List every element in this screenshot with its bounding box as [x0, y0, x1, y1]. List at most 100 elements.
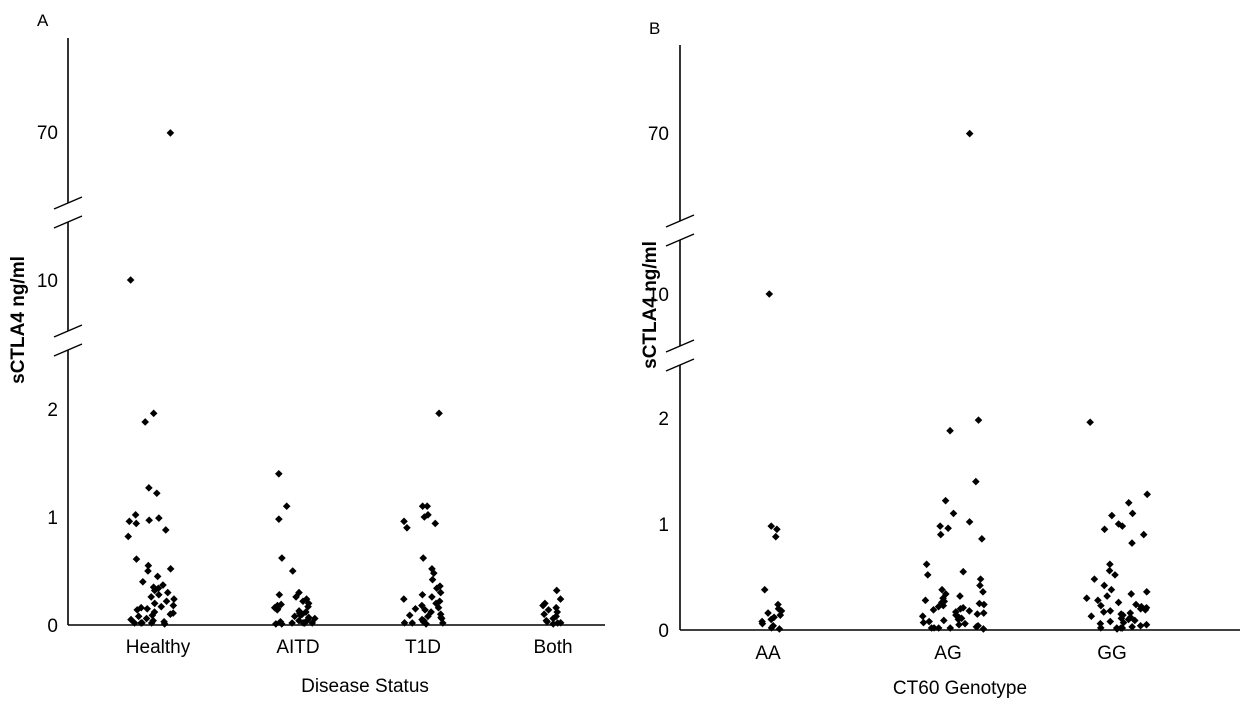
data-point: [433, 584, 441, 593]
data-point: [429, 569, 438, 577]
data-point: [163, 588, 172, 597]
data-point: [979, 625, 988, 633]
y-tick-label: 1: [47, 508, 58, 529]
data-point: [925, 617, 933, 626]
y-axis-label: sCTLA4 ng/ml: [8, 256, 29, 384]
data-point: [976, 575, 985, 583]
data-point: [972, 623, 981, 631]
y-tick-label: 10: [37, 271, 58, 292]
data-point: [275, 470, 283, 478]
data-point: [275, 515, 283, 523]
data-point: [295, 588, 303, 597]
data-point: [150, 599, 159, 608]
data-point: [421, 606, 429, 614]
data-point: [273, 606, 282, 614]
axis-break-mark: [665, 214, 695, 228]
x-axis-label: Disease Status: [301, 676, 429, 697]
y-tick-label: 2: [47, 400, 58, 421]
data-point: [405, 611, 414, 620]
data-point: [979, 588, 987, 596]
data-point: [939, 601, 948, 610]
data-point: [292, 593, 300, 601]
data-point: [979, 609, 988, 617]
data-point: [1124, 615, 1133, 624]
data-point: [145, 484, 153, 492]
data-point: [155, 514, 163, 522]
data-point: [775, 625, 784, 633]
data-point: [124, 532, 133, 541]
data-point: [1099, 608, 1108, 616]
data-point: [961, 619, 969, 628]
data-point: [965, 129, 974, 138]
data-point: [1136, 621, 1145, 630]
data-point: [946, 624, 955, 632]
data-point: [1119, 618, 1128, 627]
data-point: [1106, 617, 1115, 626]
data-point: [549, 614, 558, 623]
y-tick-label: 70: [648, 124, 669, 145]
data-point: [1105, 566, 1114, 575]
data-point: [949, 509, 958, 518]
data-point: [275, 590, 284, 599]
y-axis-label: sCTLA4 ng/ml: [640, 241, 661, 369]
data-point: [936, 530, 945, 539]
data-point: [424, 612, 432, 621]
x-category-label: Both: [533, 637, 572, 658]
data-point: [1143, 490, 1152, 499]
data-point: [946, 426, 954, 435]
data-point: [428, 593, 436, 601]
data-point: [921, 596, 930, 605]
data-point: [922, 560, 931, 569]
data-point: [418, 502, 427, 510]
data-point: [299, 597, 307, 606]
data-point: [132, 555, 141, 563]
data-point: [170, 595, 178, 603]
data-point: [436, 588, 445, 597]
data-point: [436, 582, 444, 590]
data-point: [147, 593, 156, 601]
data-point: [776, 611, 785, 619]
data-point: [161, 526, 170, 534]
y-tick-label: 70: [37, 123, 58, 144]
data-point: [434, 603, 443, 612]
data-point: [139, 578, 147, 586]
data-point: [978, 535, 986, 543]
data-point: [133, 606, 142, 614]
panel-a: A 0 1 2 10 70 Healthy AITD T1D Both Disease Status…: [8, 11, 605, 697]
data-point: [556, 595, 565, 603]
x-category-label: Healthy: [126, 637, 191, 658]
data-point: [438, 619, 447, 627]
data-point: [764, 609, 772, 617]
data-point: [1139, 530, 1148, 539]
data-point: [288, 619, 296, 627]
data-point: [1106, 560, 1114, 569]
x-category-label: AITD: [276, 637, 319, 658]
data-point: [149, 409, 158, 418]
data-point: [973, 610, 982, 618]
data-point: [148, 611, 157, 620]
data-point: [976, 581, 984, 590]
axis-break-mark: [665, 339, 695, 353]
data-point: [1124, 499, 1133, 507]
data-point: [927, 624, 936, 632]
data-point: [423, 502, 431, 510]
data-point: [980, 600, 988, 609]
data-point: [1112, 624, 1121, 632]
data-point: [975, 599, 984, 608]
data-point: [154, 590, 163, 599]
data-point: [277, 620, 286, 628]
data-point: [130, 619, 139, 627]
data-point: [544, 606, 553, 614]
x-category-label: AA: [755, 643, 781, 664]
data-point: [137, 619, 145, 627]
data-point: [144, 561, 153, 570]
data-point: [125, 517, 134, 526]
data-point: [127, 615, 135, 624]
data-point: [955, 620, 963, 629]
data-point: [1086, 418, 1094, 427]
data-point: [1118, 522, 1127, 530]
data-point: [1087, 612, 1096, 621]
axis-break-mark: [665, 358, 695, 372]
data-point: [1096, 624, 1105, 632]
